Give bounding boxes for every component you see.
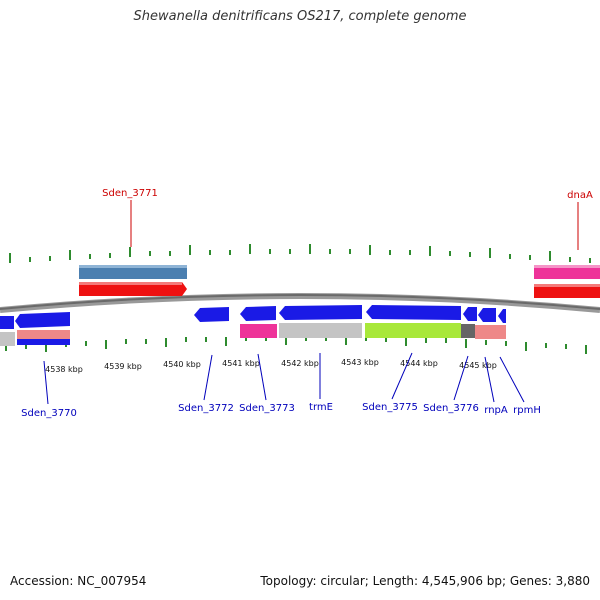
reverse-gene-label: Sden_3770 (21, 408, 77, 419)
leader-line (203, 354, 213, 401)
tick-label: 4542 kbp (281, 359, 319, 368)
misc-feature-sden3770-grey (0, 332, 15, 346)
tick-label: 4538 kbp (45, 365, 83, 374)
tick-label: 4539 kbp (104, 362, 142, 371)
gene-track-dnaA[interactable] (534, 265, 600, 279)
cds-arrow-sden3771[interactable] (79, 282, 187, 296)
tick-label: 4541 kbp (222, 359, 260, 368)
cds-arrow-dnaA-shine (534, 284, 600, 287)
cds-arrow-rpmH[interactable] (498, 309, 506, 323)
misc-feature-sden3770-blue[interactable] (17, 339, 70, 345)
genome-title: Shewanella denitrificans OS217, complete… (133, 9, 467, 24)
cds-arrow-sden3770b[interactable] (15, 312, 70, 328)
cds-arrow-sden3773[interactable] (240, 306, 276, 321)
tick-label: 4544 kbp (400, 359, 438, 368)
gene-track-sden3771-shine (79, 265, 187, 268)
tick-label: 4543 kbp (341, 358, 379, 367)
misc-feature-grey[interactable] (279, 323, 362, 338)
genome-backbone (0, 293, 600, 313)
misc-feature-dark[interactable] (461, 324, 475, 338)
reverse-gene-label: rnpA (484, 405, 508, 416)
leader-line (484, 356, 495, 403)
misc-feature-sden3770-salmon[interactable] (17, 330, 70, 339)
tick-label: 4545 kbp (459, 361, 497, 370)
leader-line (453, 355, 469, 401)
cds-arrow-sden3771-shine (79, 282, 182, 285)
leader-line (499, 356, 525, 403)
accession-text: Accession: NC_007954 (10, 574, 147, 588)
gene-labels: Sden_3771 dnaA Sden_3770 Sden_3772 Sden_3773… (21, 188, 593, 419)
tick-labels: 4538 kbp 4539 kbp 4540 kbp 4541 kbp 4542 kbp… (45, 358, 497, 374)
reverse-gene-label: trmE (309, 402, 333, 413)
genome-backbone-highlight (0, 294, 600, 310)
genome-summary: Topology: circular; Length: 4,545,906 bp… (260, 574, 590, 588)
cds-arrow-dnaA[interactable] (534, 284, 600, 298)
leader-lines (43, 200, 579, 405)
cds-arrow-sden3770[interactable] (0, 316, 14, 329)
outer-tick-marks (9, 244, 591, 263)
gene-track-sden3771[interactable] (79, 265, 187, 279)
misc-feature-green[interactable] (365, 323, 461, 338)
tick-label: 4540 kbp (163, 360, 201, 369)
reverse-gene-label: rpmH (513, 405, 541, 416)
leader-line (257, 353, 267, 401)
gene-track-dnaA-shine (534, 265, 600, 268)
cds-arrow-sden3772[interactable] (194, 307, 229, 322)
reverse-gene-label: Sden_3775 (362, 402, 418, 413)
cds-arrow-trmE[interactable] (279, 305, 362, 320)
leader-line (43, 360, 49, 405)
forward-gene-label: dnaA (567, 190, 593, 201)
misc-feature-pink[interactable] (240, 324, 277, 338)
leader-line (391, 352, 413, 400)
forward-gene-label: Sden_3771 (102, 188, 158, 199)
reverse-gene-label: Sden_3776 (423, 403, 479, 414)
cds-arrow-sden3776[interactable] (463, 307, 477, 321)
misc-feature-salmon[interactable] (475, 325, 506, 339)
cds-arrow-sden3775[interactable] (366, 305, 461, 320)
reverse-gene-label: Sden_3772 (178, 403, 234, 414)
reverse-gene-label: Sden_3773 (239, 403, 295, 414)
cds-arrow-rnpA[interactable] (478, 308, 496, 322)
